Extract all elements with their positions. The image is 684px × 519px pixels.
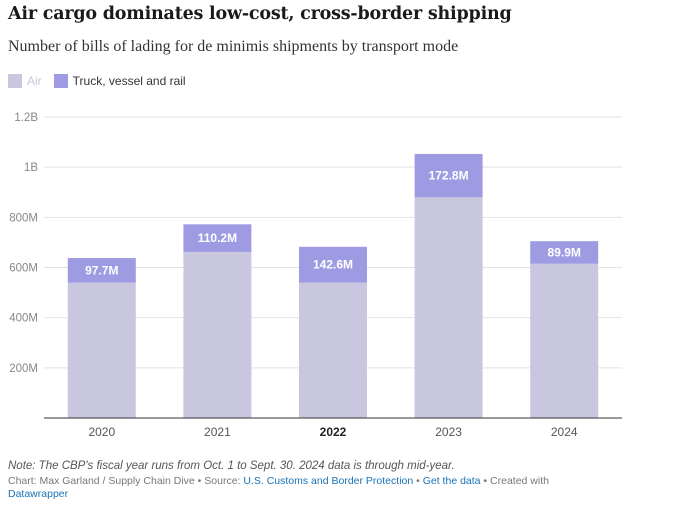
credit-prefix: Chart: Max Garland / Supply Chain Dive •… (8, 475, 244, 487)
bar-air (530, 263, 599, 418)
bar-truck (67, 258, 136, 283)
y-tick-label: 400M (9, 313, 38, 325)
bar-truck (299, 246, 367, 283)
x-tick-label: 2020 (88, 425, 115, 439)
chart-subtitle: Number of bills of lading for de minimis… (8, 38, 459, 55)
created-with-text: • Created with (480, 475, 549, 487)
chart-credits: Chart: Max Garland / Supply Chain Dive •… (8, 475, 668, 501)
datawrapper-link[interactable]: Datawrapper (8, 488, 69, 500)
bar-air (183, 251, 252, 418)
chart-title: Air cargo dominates low-cost, cross-bord… (8, 4, 512, 24)
legend-item-air: Air (8, 74, 42, 88)
data-label: 110.2M (198, 231, 237, 245)
bar-air (67, 282, 136, 418)
x-tick-label: 2022 (320, 425, 347, 439)
data-label: 97.7M (85, 263, 118, 277)
data-label: 142.6M (313, 258, 353, 272)
x-tick-label: 2024 (551, 425, 578, 439)
chart-note: Note: The CBP's fiscal year runs from Oc… (8, 460, 455, 472)
source-link[interactable]: U.S. Customs and Border Protection (243, 475, 414, 487)
bar-truck (414, 153, 483, 198)
y-tick-label: 600M (9, 263, 38, 275)
legend-label-air: Air (27, 74, 42, 88)
y-tick-label: 800M (9, 212, 38, 224)
credit-sep: • (413, 475, 423, 487)
chart-legend: Air Truck, vessel and rail (8, 74, 198, 88)
x-tick-label: 2021 (204, 425, 231, 439)
legend-swatch-air (8, 74, 22, 88)
bar-chart: 200M 400M 600M 800M 1B 1.2B 97.7M 2020 110.2M 202… (9, 112, 622, 439)
bar-truck (530, 241, 599, 264)
y-tick-label: 1B (24, 162, 38, 174)
x-tick-label: 2023 (435, 425, 462, 439)
data-label: 89.9M (548, 245, 581, 259)
legend-item-truck: Truck, vessel and rail (53, 74, 186, 88)
bar-air (414, 197, 483, 418)
chart-footer: Note: The CBP's fiscal year runs from Oc… (8, 460, 668, 501)
y-tick-label: 200M (9, 363, 38, 375)
legend-label-truck: Truck, vessel and rail (72, 74, 186, 88)
y-tick-label: 1.2B (14, 112, 38, 124)
data-label: 172.8M (429, 169, 469, 183)
get-data-link[interactable]: Get the data (422, 475, 481, 487)
bar-air (299, 282, 367, 418)
legend-swatch-truck (53, 74, 68, 88)
bar-truck (183, 224, 252, 252)
